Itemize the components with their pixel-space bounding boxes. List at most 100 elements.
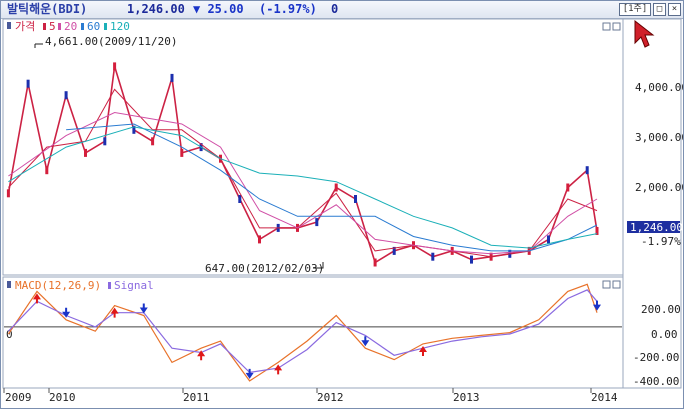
series-line-3: [66, 123, 598, 252]
last-price: 1,246.00: [127, 2, 185, 16]
price-candle: [170, 73, 174, 82]
sell-signal-arrow-icon: [62, 307, 71, 318]
low-annotation-arrow-icon: [313, 262, 324, 269]
high-annotation-arrow-icon: [34, 43, 43, 48]
legend-ma20: 20: [64, 20, 77, 33]
sell-signal-arrow-icon: [593, 300, 601, 311]
series-line-4: [8, 126, 598, 249]
legend-120-marker: [104, 23, 107, 30]
price-candle: [315, 218, 319, 227]
legend-signal: Signal: [114, 279, 154, 292]
restore-icon[interactable]: □: [653, 3, 666, 16]
x-tick: 2014: [591, 391, 618, 404]
low-annotation: 647.00(2012/02/03): [205, 262, 324, 275]
price-candle: [103, 137, 107, 146]
legend-ma60: 60: [87, 20, 100, 33]
price-candle: [470, 255, 473, 264]
series-line-2: [8, 111, 598, 255]
macd-series-line-1: [7, 289, 598, 374]
cursor-arrow-icon: [634, 19, 655, 48]
price-candle: [132, 125, 136, 134]
y-tick: 2,000.00: [635, 181, 683, 194]
price-panel-frame: [2, 18, 624, 276]
macd-y-ticks: 200.00 0.00 -200.00 -400.00: [633, 303, 681, 388]
macd-zero-label: 0: [6, 328, 13, 341]
panel-close-icon[interactable]: [612, 22, 621, 31]
price-candle: [26, 79, 30, 88]
price-candle: [113, 62, 117, 71]
x-tick: 2011: [183, 391, 210, 404]
sell-signal-arrow-icon: [361, 336, 370, 347]
price-candle: [6, 189, 10, 198]
volume-value: 0: [331, 2, 339, 16]
y-tick: -400.00: [633, 375, 679, 388]
macd-panel-controls[interactable]: [602, 280, 621, 289]
buy-signal-arrow-icon: [274, 364, 283, 375]
macd-panel-frame: [2, 276, 624, 389]
legend-marker-icon: [7, 22, 11, 29]
price-candle: [547, 235, 550, 244]
buy-signal-arrow-icon: [418, 345, 427, 356]
price-candle: [566, 183, 570, 192]
price-candle: [431, 252, 435, 261]
legend-marker-icon: [7, 281, 11, 288]
chart-area: 가격 5 20 60 120 4,661.00(2009/11/20) 647.…: [2, 18, 683, 404]
y-tick: 4,000.00: [635, 81, 683, 94]
close-icon[interactable]: ×: [668, 3, 681, 16]
legend-price: 가격: [15, 20, 35, 33]
title-bar: 발틱해운(BDI) 1,246.00 ▼ 25.00 (-1.97%) 0 [1…: [1, 1, 683, 19]
buy-signal-arrow-icon: [110, 307, 119, 318]
price-change-percent: (-1.97%): [259, 2, 317, 16]
last-price-label: 1,246.00: [630, 221, 683, 234]
sell-signal-arrow-icon: [139, 303, 148, 314]
panel-close-icon[interactable]: [612, 280, 621, 289]
price-candle: [64, 91, 68, 100]
legend-5-marker: [43, 23, 46, 30]
last-percent-label: -1.97%: [641, 235, 681, 248]
panel-minimize-icon[interactable]: [602, 22, 611, 31]
x-axis-labels: 2009 2010 2011 2012 2013 2014: [5, 391, 618, 404]
price-legend: 가격 5 20 60 120: [7, 20, 130, 33]
price-candle: [180, 148, 184, 157]
y-tick: 3,000.00: [635, 131, 683, 144]
x-axis-ticks: [3, 388, 592, 393]
price-candle: [392, 246, 396, 255]
price-candle: [595, 227, 599, 235]
legend-signal-marker: [108, 282, 111, 289]
price-panel-controls[interactable]: [602, 22, 621, 31]
price-change: ▼ 25.00: [193, 2, 244, 16]
sell-signal-arrow-icon: [245, 368, 254, 379]
y-tick: 0.00: [651, 328, 678, 341]
instrument-name: 발틱해운(BDI): [7, 2, 88, 16]
y-axis-area: [622, 18, 682, 389]
macd-legend: MACD(12,26,9) Signal: [7, 279, 154, 292]
price-candle: [258, 235, 261, 244]
high-annotation: 4,661.00(2009/11/20): [45, 35, 177, 48]
price-candle: [45, 166, 49, 175]
y-tick: -200.00: [633, 351, 679, 364]
x-tick: 2009: [5, 391, 32, 404]
price-candle: [354, 195, 357, 203]
period-button[interactable]: [1주]: [619, 3, 651, 16]
x-tick: 2013: [453, 391, 480, 404]
price-candle: [238, 195, 242, 203]
macd-series-line-0: [7, 283, 598, 382]
price-candle: [585, 166, 589, 175]
last-price-badge: [627, 221, 680, 233]
price-candle: [373, 258, 377, 267]
x-tick: 2012: [317, 391, 344, 404]
legend-macd: MACD(12,26,9): [15, 279, 101, 292]
price-candle: [151, 137, 155, 146]
legend-60-marker: [81, 23, 84, 30]
x-tick: 2010: [49, 391, 76, 404]
price-candle: [334, 183, 338, 192]
price-y-ticks: 4,000.00 3,000.00 2,000.00: [635, 81, 683, 194]
panel-minimize-icon[interactable]: [602, 280, 611, 289]
legend-ma120: 120: [110, 20, 130, 33]
price-candle: [84, 148, 87, 157]
buy-signal-arrow-icon: [32, 293, 41, 304]
legend-ma5: 5: [49, 20, 56, 33]
y-tick: 200.00: [641, 303, 681, 316]
buy-signal-arrow-icon: [197, 350, 206, 361]
